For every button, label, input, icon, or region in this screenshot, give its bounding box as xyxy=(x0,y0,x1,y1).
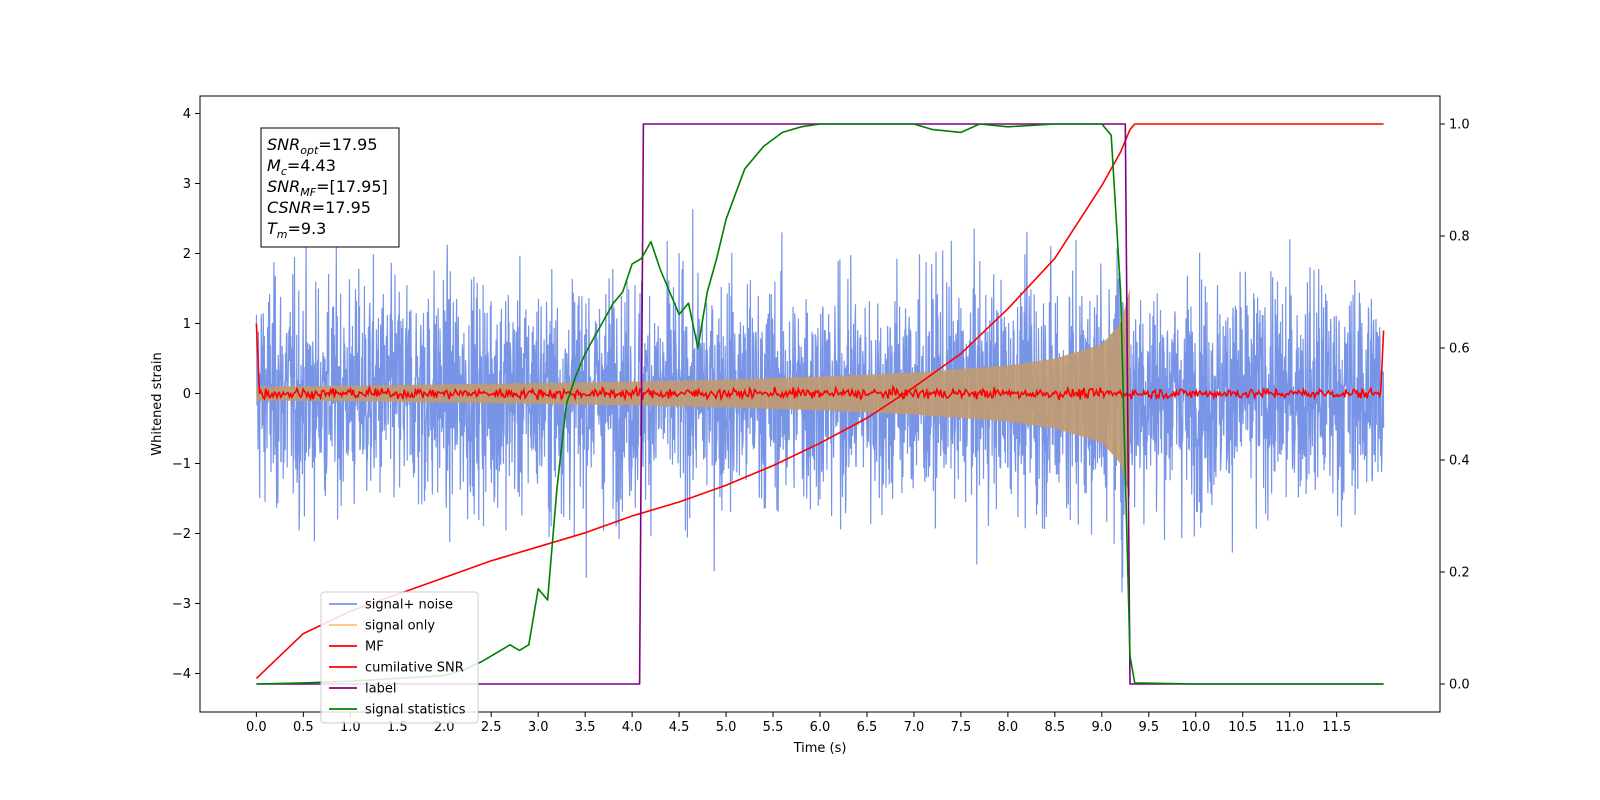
legend-entry: cumilative SNR xyxy=(365,661,464,676)
series-mf xyxy=(255,323,1385,402)
x-tick-label: 1.0 xyxy=(340,720,361,735)
y2-tick-label: 1.0 xyxy=(1449,118,1470,133)
y-tick-label: 4 xyxy=(183,107,191,122)
y-axis-label: Whitened strain xyxy=(150,352,165,455)
info-box-frame xyxy=(260,127,400,248)
x-tick-label: 4.0 xyxy=(622,720,643,735)
x-tick-label: 1.5 xyxy=(387,720,408,735)
x-axis-label: Time (s) xyxy=(793,741,847,756)
series-cumulative-snr xyxy=(255,123,1384,679)
info-line: Tm=9.3 xyxy=(267,219,326,241)
y-axis-left: 4 3 2 1 0 −1 −2 −3 −4 xyxy=(172,107,200,682)
y-tick-label: −3 xyxy=(172,597,191,612)
x-tick-label: 3.0 xyxy=(528,720,549,735)
y2-tick-label: 0.8 xyxy=(1449,230,1470,245)
legend-frame xyxy=(320,591,479,724)
x-tick-label: 8.0 xyxy=(998,720,1019,735)
x-tick-label: 9.0 xyxy=(1091,720,1112,735)
y-tick-label: −2 xyxy=(172,527,191,542)
x-tick-label: 10.0 xyxy=(1181,720,1210,735)
y2-tick-label: 0.2 xyxy=(1449,566,1470,581)
x-tick-label: 6.0 xyxy=(810,720,831,735)
x-tick-label: 0.5 xyxy=(293,720,314,735)
info-box: SNRopt=17.95Mc=4.43SNRMF=[17.95]CSNR=17.… xyxy=(260,127,400,248)
plot-area xyxy=(255,123,1385,685)
x-tick-label: 5.5 xyxy=(763,720,784,735)
legend-entry: label xyxy=(365,682,396,697)
x-tick-label: 3.5 xyxy=(575,720,596,735)
legend-entry: signal only xyxy=(365,619,435,634)
y-tick-label: −1 xyxy=(172,457,191,472)
x-tick-label: 6.5 xyxy=(857,720,878,735)
x-tick-label: 7.0 xyxy=(904,720,925,735)
x-axis: 0.0 0.5 1.0 1.5 2.0 2.5 3.0 3.5 4.0 4.5 5.0 5.5 6.0 6… xyxy=(246,712,1351,735)
info-line: SNRMF=[17.95] xyxy=(267,177,388,199)
y-tick-label: 3 xyxy=(183,177,191,192)
x-tick-label: 2.0 xyxy=(434,720,455,735)
x-tick-label: 2.5 xyxy=(481,720,502,735)
y2-tick-label: 0.0 xyxy=(1449,678,1470,693)
info-line: SNRopt=17.95 xyxy=(267,135,378,157)
info-line: CSNR=17.95 xyxy=(267,198,371,217)
y-tick-label: 0 xyxy=(183,387,191,402)
y-tick-label: 2 xyxy=(183,247,191,262)
x-tick-label: 5.0 xyxy=(716,720,737,735)
x-tick-label: 11.0 xyxy=(1275,720,1304,735)
x-tick-label: 7.5 xyxy=(951,720,972,735)
legend-entry: MF xyxy=(365,640,384,655)
x-tick-label: 10.5 xyxy=(1228,720,1257,735)
x-tick-label: 9.5 xyxy=(1138,720,1159,735)
x-tick-label: 0.0 xyxy=(246,720,267,735)
series-signal-noise xyxy=(255,208,1385,593)
y-tick-label: −4 xyxy=(172,667,191,682)
series-signal-statistics xyxy=(256,123,1384,685)
y-tick-label: 1 xyxy=(183,317,191,332)
x-tick-label: 8.5 xyxy=(1045,720,1066,735)
legend-entry: signal statistics xyxy=(365,703,466,718)
legend: signal+ noise signal only MF cumilative SNR… xyxy=(320,591,479,724)
x-tick-label: 4.5 xyxy=(669,720,690,735)
legend-entry: signal+ noise xyxy=(365,598,453,613)
y2-tick-label: 0.4 xyxy=(1449,454,1470,469)
y2-tick-label: 0.6 xyxy=(1449,342,1470,357)
y-axis-right: 1.0 0.8 0.6 0.4 0.2 0.0 xyxy=(1440,118,1470,693)
info-line: Mc=4.43 xyxy=(267,156,336,178)
x-tick-label: 11.5 xyxy=(1322,720,1351,735)
